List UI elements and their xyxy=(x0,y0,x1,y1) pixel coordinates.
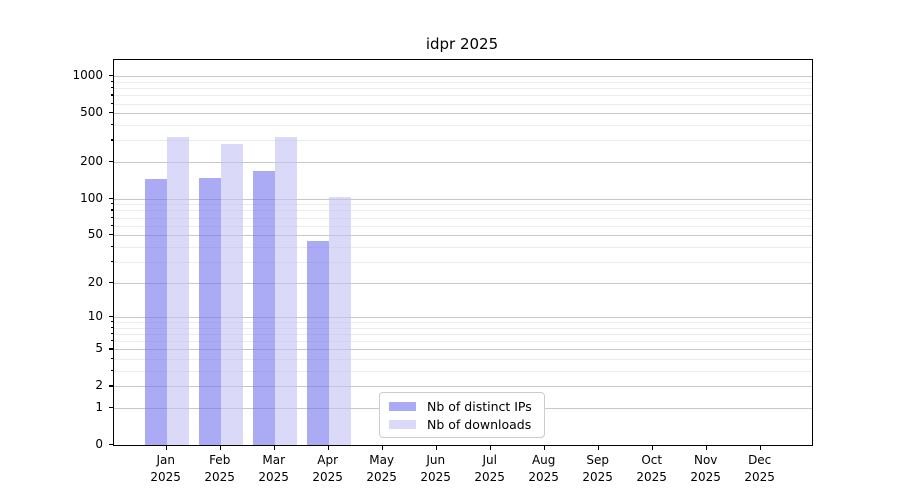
legend-item-downloads: Nb of downloads xyxy=(389,417,535,432)
bar-nb-of-downloads-jan xyxy=(166,137,189,445)
gridline-90 xyxy=(114,204,812,206)
x-tick-label-jun: Jun 2025 xyxy=(420,453,451,484)
gridline-4 xyxy=(114,359,812,361)
x-tick-label-sep: Sep 2025 xyxy=(582,453,613,484)
bar-nb-of-downloads-mar xyxy=(274,137,297,445)
gridline-800 xyxy=(114,88,812,90)
y-tick-label-500: 500 xyxy=(80,105,103,120)
y-tick-label-1: 1 xyxy=(95,400,103,414)
gridline-500 xyxy=(114,113,812,115)
y-tick-label-5: 5 xyxy=(95,341,103,356)
bar-nb-of-distinct-ips-mar xyxy=(252,170,275,445)
gridline-5 xyxy=(114,349,812,351)
gridline-1000 xyxy=(114,76,812,78)
plot-area: Nb of distinct IPs Nb of downloads xyxy=(113,59,813,446)
y-tick-label-10: 10 xyxy=(87,309,103,323)
gridline-80 xyxy=(114,210,812,212)
bar-nb-of-distinct-ips-feb xyxy=(198,177,221,445)
gridline-30 xyxy=(114,261,812,263)
gridline-60 xyxy=(114,225,812,227)
gridline-10 xyxy=(114,317,812,318)
y-tick-label-2: 2 xyxy=(95,378,103,393)
gridline-600 xyxy=(114,103,812,105)
bar-nb-of-distinct-ips-jan xyxy=(144,179,167,445)
x-tick-label-jan: Jan 2025 xyxy=(150,453,181,484)
x-tick-label-mar: Mar 2025 xyxy=(258,453,289,484)
gridline-20 xyxy=(114,282,812,284)
gridline-100 xyxy=(114,198,812,200)
x-tick-label-apr: Apr 2025 xyxy=(312,453,343,484)
bar-nb-of-distinct-ips-apr xyxy=(306,240,329,445)
legend-item-distinct-ips: Nb of distinct IPs xyxy=(389,399,535,414)
legend-label-downloads: Nb of downloads xyxy=(427,416,532,432)
x-tick-label-aug: Aug 2025 xyxy=(528,453,559,484)
gridline-2 xyxy=(114,386,812,388)
x-tick-label-may: May 2025 xyxy=(366,453,397,484)
gridline-3 xyxy=(114,371,812,372)
y-tick-label-200: 200 xyxy=(80,153,103,168)
x-tick-label-dec: Dec 2025 xyxy=(744,453,775,484)
gridline-70 xyxy=(114,217,812,219)
bar-nb-of-downloads-apr xyxy=(328,197,351,445)
chart-title: idpr 2025 xyxy=(425,35,499,53)
y-tick-label-100: 100 xyxy=(80,190,103,205)
legend-label-distinct-ips: Nb of distinct IPs xyxy=(427,398,532,414)
gridline-300 xyxy=(114,140,812,142)
gridline-6 xyxy=(114,341,812,343)
legend: Nb of distinct IPs Nb of downloads xyxy=(379,392,545,438)
y-tick-label-20: 20 xyxy=(87,274,103,289)
gridline-400 xyxy=(114,125,812,127)
x-tick-label-feb: Feb 2025 xyxy=(204,453,235,484)
y-tick-label-0: 0 xyxy=(95,437,103,451)
gridline-8 xyxy=(114,327,812,329)
x-tick-label-oct: Oct 2025 xyxy=(636,453,667,484)
gridline-700 xyxy=(114,95,812,97)
legend-swatch-downloads-icon xyxy=(389,419,416,429)
gridline-50 xyxy=(114,235,812,237)
y-tick-label-1000: 1000 xyxy=(72,68,103,83)
x-tick-label-nov: Nov 2025 xyxy=(690,453,721,484)
gridline-9 xyxy=(114,322,812,324)
bar-nb-of-downloads-feb xyxy=(220,144,243,445)
y-tick-label-50: 50 xyxy=(87,227,103,242)
legend-swatch-distinct-ips-icon xyxy=(389,401,416,411)
gridline-40 xyxy=(114,246,812,248)
gridline-200 xyxy=(114,161,812,163)
gridline-900 xyxy=(114,81,812,83)
x-tick-label-jul: Jul 2025 xyxy=(474,453,505,484)
gridline-7 xyxy=(114,334,812,335)
